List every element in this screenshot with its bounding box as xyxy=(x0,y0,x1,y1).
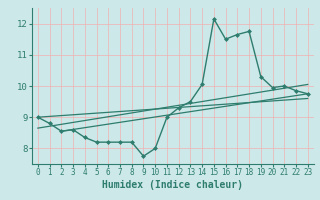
X-axis label: Humidex (Indice chaleur): Humidex (Indice chaleur) xyxy=(102,180,243,190)
